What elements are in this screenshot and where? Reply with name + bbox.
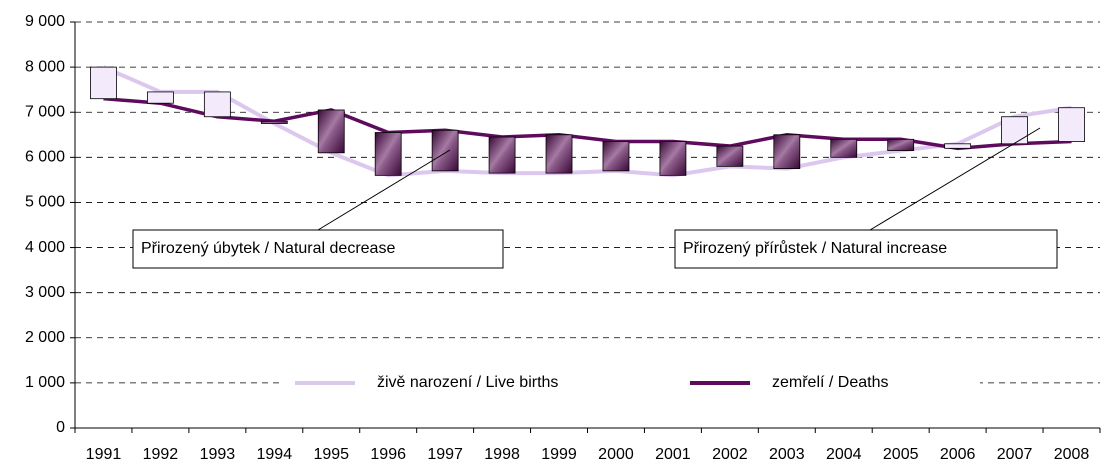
y-tick-label: 5 000: [25, 194, 65, 211]
x-tick-label: 2007: [997, 446, 1033, 463]
x-tick-label: 1991: [86, 446, 122, 463]
leader-line: [869, 127, 1041, 231]
x-tick-label: 2006: [940, 446, 976, 463]
decrease-bar: [431, 129, 459, 172]
increase-bar: [1058, 107, 1085, 142]
increase-bar: [147, 91, 174, 104]
annotation: Přirozený přírůstek / Natural increase: [683, 239, 947, 257]
x-tick-label: 1994: [257, 446, 293, 463]
annotation-box: [132, 229, 504, 269]
legend-label: živě narození / Live births: [377, 374, 558, 391]
x-tick-label: 1995: [313, 446, 349, 463]
y-tick-label: 7 000: [25, 103, 65, 120]
decrease-bar: [887, 138, 915, 151]
leader-line: [317, 149, 451, 231]
y-tick-label: 2 000: [25, 329, 65, 346]
decrease-bar: [260, 120, 288, 124]
decrease-bar: [602, 141, 630, 172]
x-tick-label: 1998: [484, 446, 520, 463]
increase-bar: [203, 91, 231, 118]
y-tick-label: 4 000: [25, 239, 65, 256]
decrease-bar: [716, 145, 744, 167]
decrease-bar: [659, 141, 687, 176]
x-tick-label: 2002: [712, 446, 748, 463]
x-tick-label: 2008: [1054, 446, 1090, 463]
x-tick-label: 2001: [655, 446, 691, 463]
x-tick-label: 1993: [200, 446, 236, 463]
x-tick-label: 2003: [769, 446, 805, 463]
increase-bar: [944, 143, 972, 149]
decrease-bar: [830, 138, 858, 158]
annotation: Přirozený úbytek / Natural decrease: [141, 240, 395, 257]
x-tick-label: 2004: [826, 446, 862, 463]
legend-label: zemřelí / Deaths: [772, 374, 888, 391]
series-line: [102, 65, 1072, 178]
decrease-bar: [488, 136, 516, 174]
y-tick-label: 3 000: [25, 284, 65, 301]
x-tick-label: 1996: [370, 446, 406, 463]
x-tick-label: 2005: [883, 446, 919, 463]
series-line: [103, 96, 1072, 151]
x-tick-label: 1992: [143, 446, 179, 463]
legend-bg: [280, 368, 980, 398]
x-tick-label: 2000: [598, 446, 634, 463]
decrease-bar: [317, 109, 345, 154]
y-tick-label: 1 000: [25, 374, 65, 391]
increase-bar: [1001, 116, 1028, 145]
x-tick-label: 1999: [541, 446, 577, 463]
y-tick-label: 9 000: [25, 13, 65, 30]
decrease-bar: [374, 132, 402, 176]
increase-bar: [90, 66, 117, 100]
x-tick-label: 1997: [427, 446, 463, 463]
y-tick-label: 0: [56, 419, 65, 436]
decrease-bar: [545, 134, 573, 174]
y-tick-label: 6 000: [25, 149, 65, 166]
y-tick-label: 8 000: [25, 58, 65, 75]
decrease-bar: [773, 134, 801, 170]
annotation-box: [674, 229, 1058, 269]
